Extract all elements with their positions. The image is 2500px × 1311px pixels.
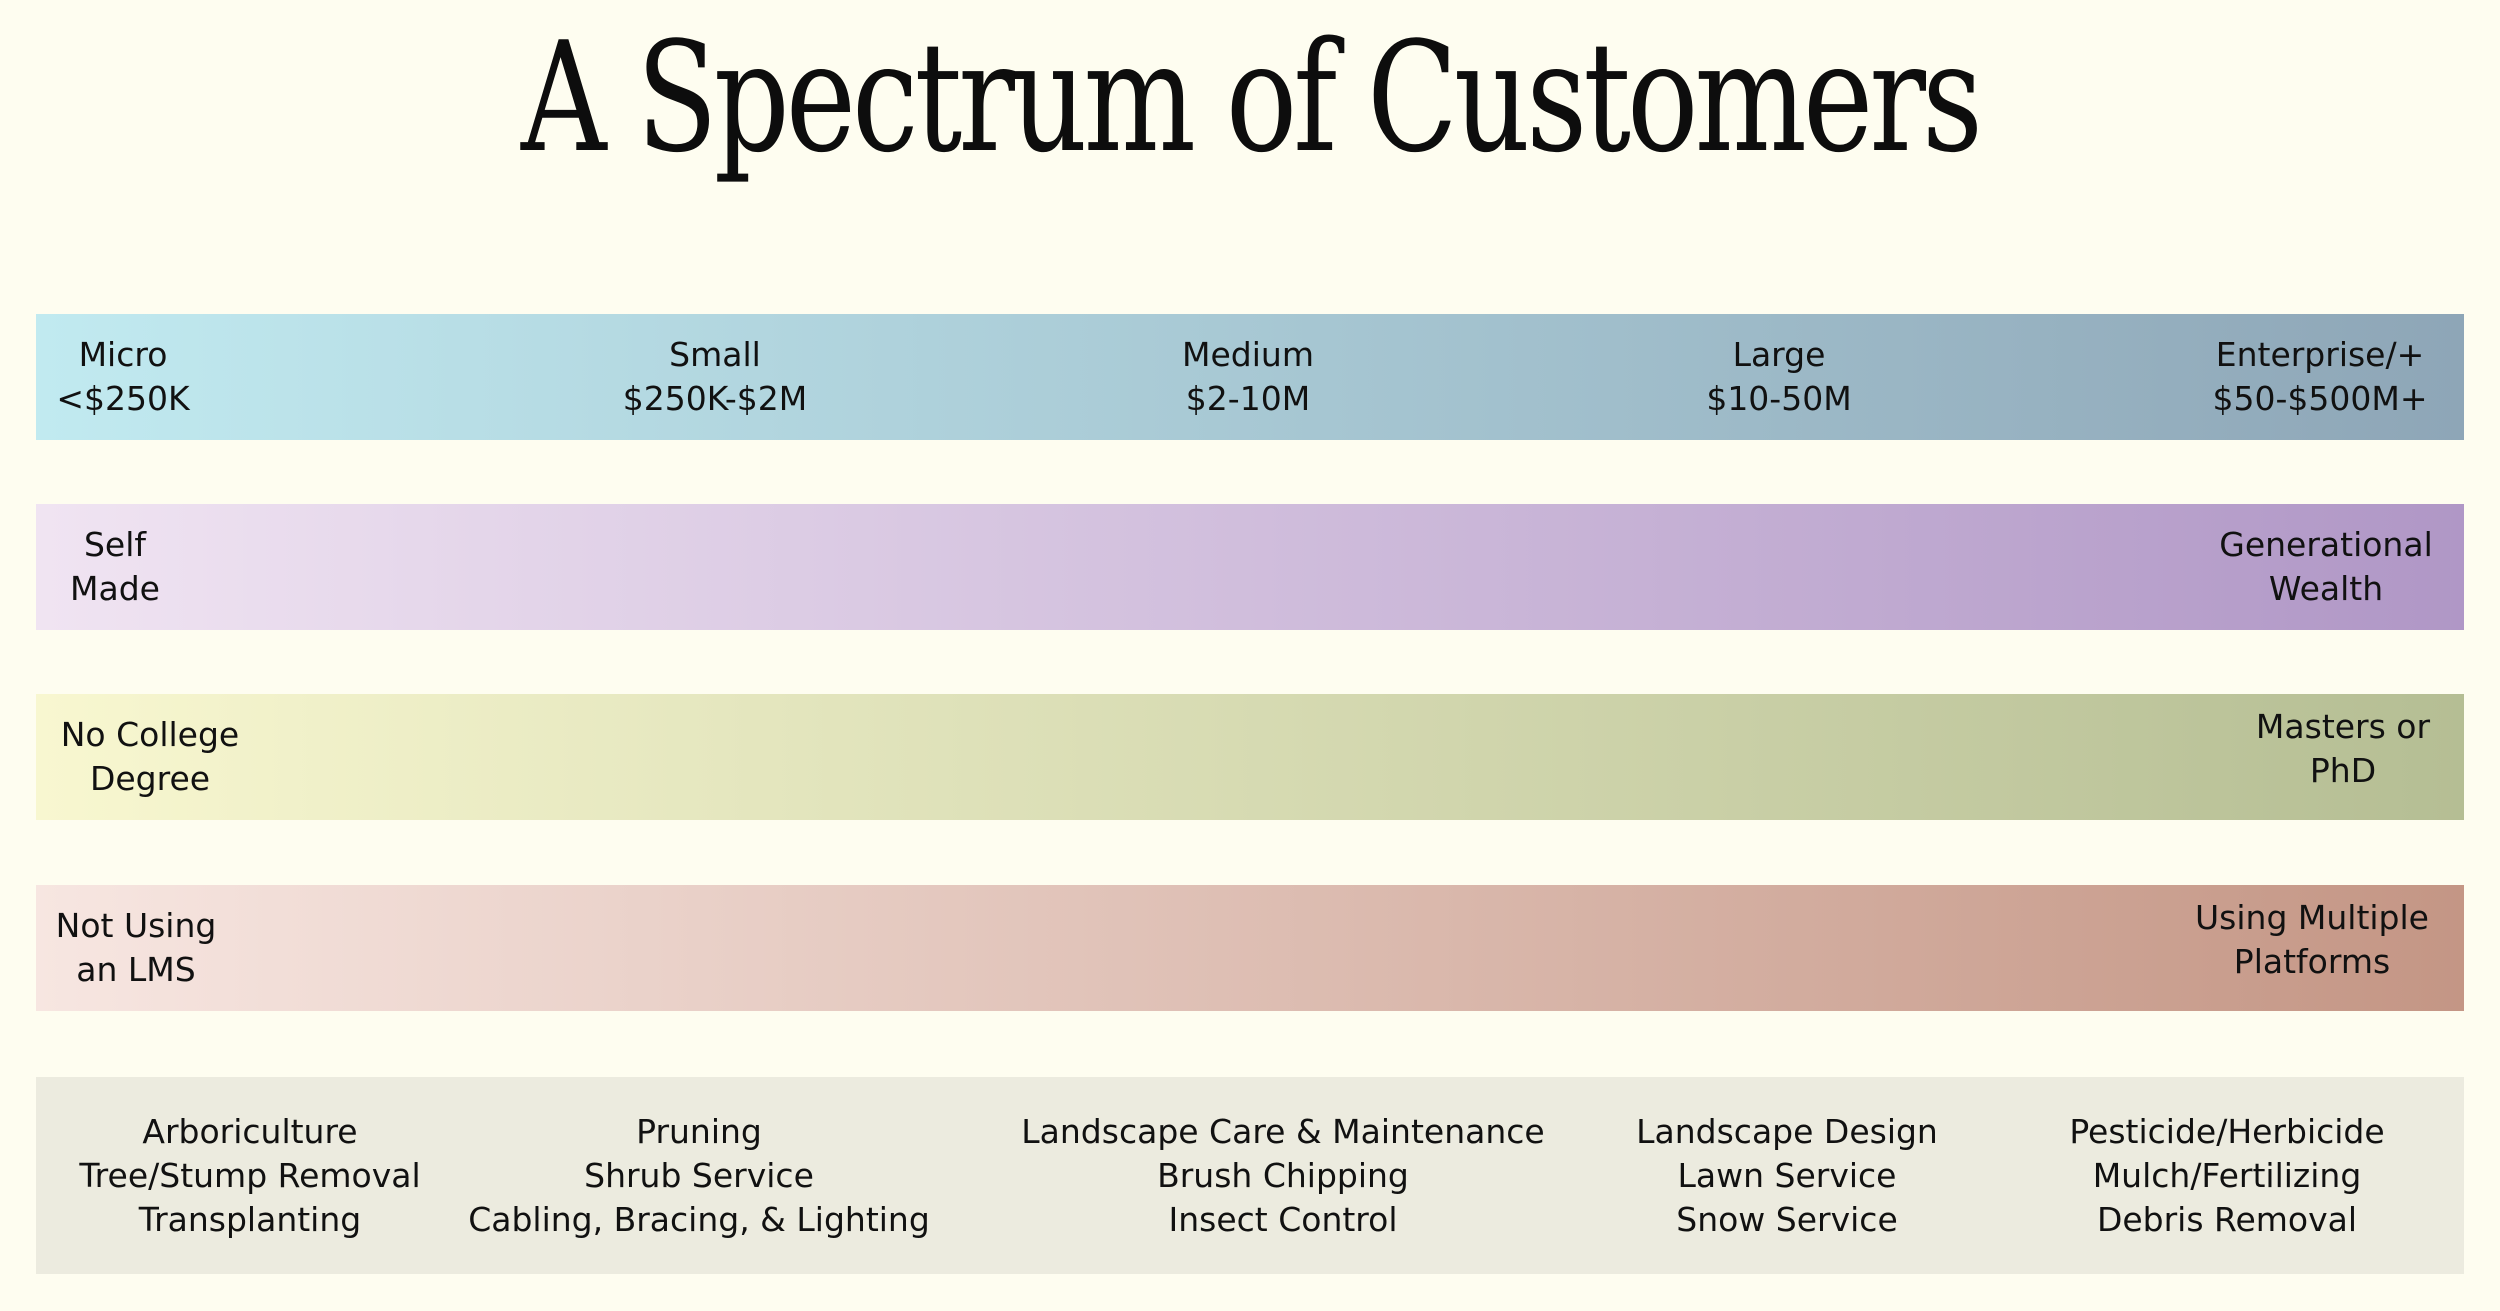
size-name: Enterprise/+ [2215, 335, 2425, 374]
service-group: Pesticide/Herbicide Mulch/Fertilizing De… [2069, 1111, 2385, 1239]
education-left-label: No College Degree [60, 715, 240, 798]
size-name: Small [669, 335, 761, 374]
lms-left-label: Not Using an LMS [55, 906, 217, 989]
service-group: Pruning Shrub Service Cabling, Bracing, … [468, 1111, 930, 1239]
size-range: $2-10M [1185, 379, 1311, 418]
size-range: $10-50M [1706, 379, 1852, 418]
service-group: Landscape Design Lawn Service Snow Servi… [1636, 1111, 1938, 1239]
wealth-left-label: Self Made [70, 525, 160, 608]
wealth-right-label: Generational Wealth [2219, 525, 2433, 608]
size-range: $250K-$2M [622, 379, 808, 418]
size-range: $50-$500M+ [2212, 379, 2428, 418]
size-name: Micro [78, 335, 168, 374]
size-label-micro: Micro <$250K [56, 333, 189, 421]
education-band: No College Degree Masters or PhD [36, 694, 2464, 820]
size-name: Medium [1182, 335, 1314, 374]
size-label-enterprise: Enterprise/+ $50-$500M+ [2213, 333, 2428, 421]
service-group: Landscape Care & Maintenance Brush Chipp… [1021, 1111, 1545, 1239]
size-label-small: Small $250K-$2M [623, 333, 808, 421]
services-band: Arboriculture Tree/Stump Removal Transpl… [36, 1077, 2464, 1274]
company-size-band: Micro <$250K Small $250K-$2M Medium $2-1… [36, 314, 2464, 440]
service-group: Arboriculture Tree/Stump Removal Transpl… [79, 1111, 421, 1239]
size-name: Large [1732, 335, 1826, 374]
education-right-label: Masters or PhD [2255, 707, 2431, 791]
page-title: A Spectrum of Customers [520, 9, 1983, 186]
lms-band: Not Using an LMS Using Multiple Platform… [36, 885, 2464, 1011]
size-range: <$250K [56, 379, 190, 418]
lms-right-label: Using Multiple Platforms [2195, 898, 2429, 982]
size-label-large: Large $10-50M [1706, 333, 1851, 421]
size-label-medium: Medium $2-10M [1182, 333, 1314, 421]
wealth-band: Self Made Generational Wealth [36, 504, 2464, 630]
